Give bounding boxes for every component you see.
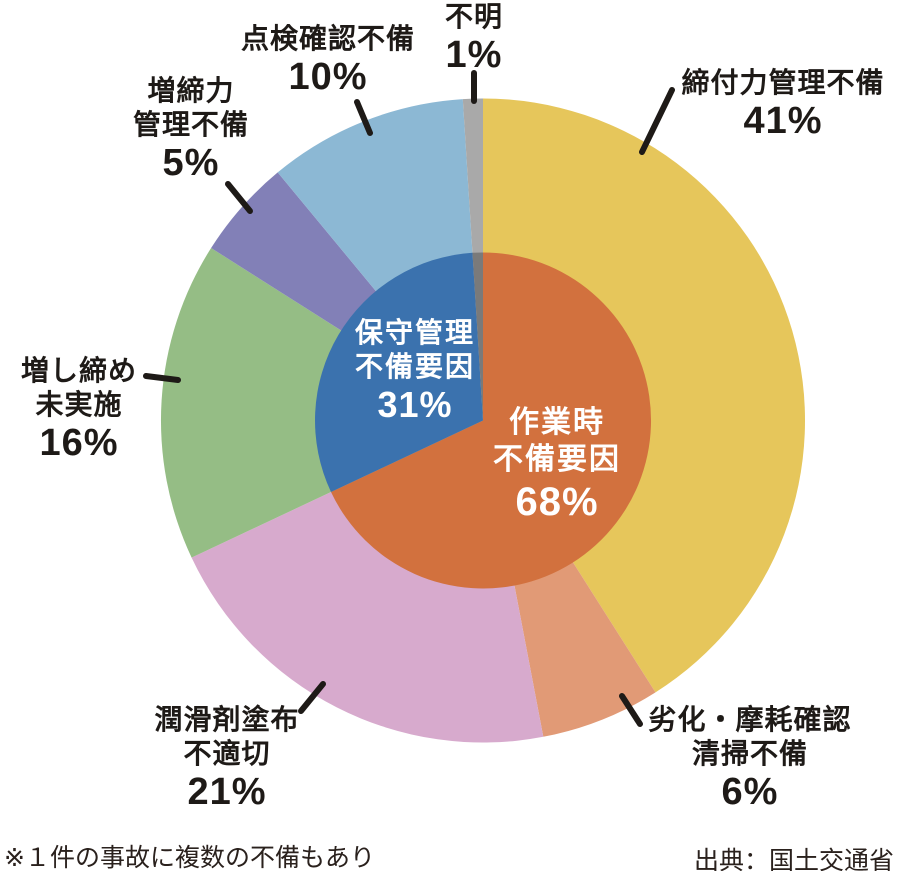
label-unknown: 不明 1% <box>445 0 503 76</box>
slice-label-text: 作業時 <box>509 406 605 439</box>
label-wear-check-cleaning: 劣化・摩耗確認 清掃不備 6% <box>648 703 851 813</box>
label-inspection-check: 点検確認不備 10% <box>241 22 415 98</box>
label-retightening-force-management: 増締力 管理不備 5% <box>133 74 249 184</box>
slice-label-text: 増締力 <box>147 75 235 106</box>
label-tightening-force-management: 締付力管理不備 41% <box>681 66 884 142</box>
slice-percent-text: 10% <box>288 56 368 98</box>
slice-percent-text: 21% <box>187 771 267 813</box>
label-retightening-not-done: 増し締め 未実施 16% <box>21 354 137 464</box>
source-credit: 出典：国土交通省 <box>693 847 894 871</box>
slice-label-text: 不備要因 <box>354 351 476 382</box>
slice-label-text: 未実施 <box>35 389 123 420</box>
slice-label-text: 劣化・摩耗確認 <box>648 704 852 735</box>
slice-label-text: 管理不備 <box>132 109 250 140</box>
slice-label-text: 潤滑剤塗布 <box>154 704 300 735</box>
label-lubricant-application: 潤滑剤塗布 不適切 21% <box>154 703 299 813</box>
slice-percent-text: 31% <box>377 384 453 425</box>
slice-label-text: 増し締め <box>20 355 138 386</box>
slice-label-text: 点検確認不備 <box>240 23 416 54</box>
slice-percent-text: 5% <box>162 142 220 184</box>
slice-percent-text: 41% <box>743 100 823 142</box>
slice-label-text: 清掃不備 <box>691 738 809 769</box>
label-maintenance-factor: 保守管理 不備要因 31% <box>355 316 475 426</box>
slice-percent-text: 6% <box>721 771 779 813</box>
slice-label-text: 締付力管理不備 <box>681 67 885 98</box>
slice-percent-text: 68% <box>515 480 599 524</box>
slice-label-text: 不適切 <box>183 738 271 769</box>
slice-label-text: 保守管理 <box>354 317 476 348</box>
footnote-multiple-defects: ※１件の事故に複数の不備もあり <box>4 844 375 871</box>
slice-percent-text: 1% <box>445 34 503 76</box>
slice-percent-text: 16% <box>39 422 119 464</box>
label-work-time-factor: 作業時 不備要因 68% <box>493 404 621 526</box>
slice-label-text: 不明 <box>444 1 504 32</box>
slice-label-text: 不備要因 <box>493 443 621 476</box>
